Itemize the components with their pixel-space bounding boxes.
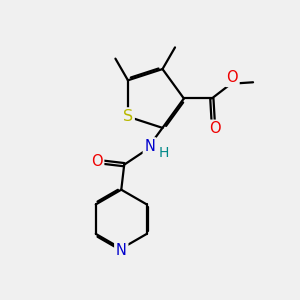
Text: H: H (158, 146, 169, 160)
Text: O: O (226, 70, 238, 86)
Text: O: O (209, 121, 220, 136)
Text: S: S (123, 109, 133, 124)
Text: N: N (144, 139, 155, 154)
Text: N: N (116, 243, 127, 258)
Text: O: O (91, 154, 103, 169)
